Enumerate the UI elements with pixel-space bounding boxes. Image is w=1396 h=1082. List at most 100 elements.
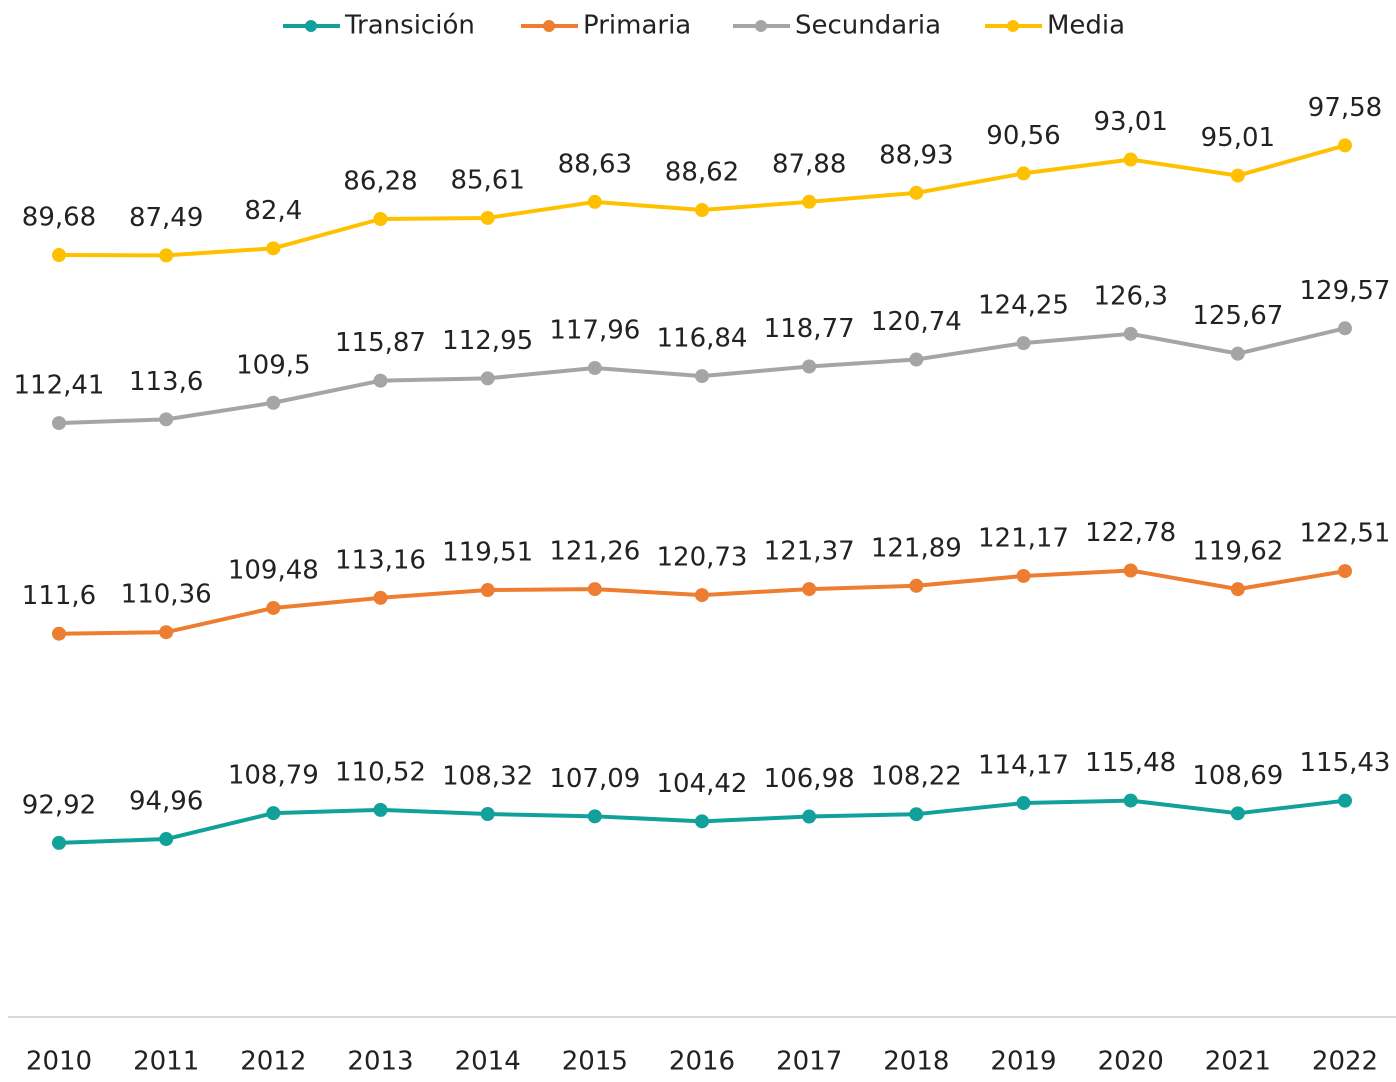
x-tick-label: 2021 (1205, 1047, 1271, 1077)
x-tick-label: 2015 (562, 1047, 628, 1077)
x-tick-label: 2014 (455, 1047, 521, 1077)
data-label: 88,62 (665, 158, 739, 188)
x-tick-label: 2018 (883, 1047, 949, 1077)
data-point (480, 583, 495, 598)
data-label: 115,43 (1300, 748, 1391, 778)
data-point (1016, 166, 1031, 181)
data-label: 121,26 (549, 537, 640, 567)
data-label: 86,28 (343, 166, 417, 196)
data-label: 121,37 (764, 537, 855, 567)
data-point (802, 809, 817, 824)
x-tick-label: 2020 (1098, 1047, 1164, 1077)
data-label: 87,49 (129, 203, 203, 233)
data-point (695, 369, 709, 384)
legend-label: Primaria (583, 11, 691, 41)
data-label: 119,62 (1192, 537, 1283, 567)
data-point (695, 814, 709, 829)
data-label: 87,88 (772, 149, 846, 179)
x-tick-label: 2013 (347, 1047, 413, 1077)
data-point (1016, 336, 1031, 351)
data-point (1123, 793, 1138, 808)
data-label: 108,32 (442, 762, 533, 792)
data-label: 129,57 (1300, 276, 1391, 306)
data-label: 85,61 (450, 165, 524, 195)
legend-marker (755, 20, 767, 32)
data-point (587, 194, 602, 209)
data-point (52, 626, 66, 641)
data-label: 110,52 (335, 757, 426, 787)
data-point (159, 248, 174, 263)
data-label: 121,17 (978, 523, 1069, 553)
data-label: 95,01 (1201, 123, 1275, 153)
data-point (1230, 346, 1245, 361)
data-point (1123, 152, 1138, 167)
data-label: 126,3 (1093, 281, 1167, 311)
data-point (1230, 168, 1245, 183)
data-point (909, 185, 924, 200)
data-label: 104,42 (657, 769, 748, 799)
data-label: 92,92 (22, 790, 96, 820)
data-label: 109,48 (228, 555, 319, 585)
data-label: 120,73 (657, 543, 748, 573)
data-label: 93,01 (1093, 107, 1167, 137)
data-point (587, 809, 602, 824)
data-label: 122,51 (1300, 519, 1391, 549)
x-tick-label: 2022 (1312, 1047, 1378, 1077)
legend-label: Transición (344, 11, 475, 41)
data-point (695, 203, 709, 218)
data-point (1230, 806, 1245, 821)
data-point (1338, 321, 1352, 336)
legend-marker (305, 20, 317, 32)
x-tick-label: 2010 (26, 1047, 92, 1077)
data-point (1230, 582, 1245, 597)
x-tick-label: 2011 (133, 1047, 199, 1077)
x-tick-label: 2012 (240, 1047, 306, 1077)
data-point (373, 802, 388, 817)
data-label: 118,77 (764, 314, 855, 344)
data-point (373, 373, 388, 388)
data-label: 94,96 (129, 787, 203, 817)
data-label: 109,5 (236, 350, 310, 380)
data-label: 124,25 (978, 291, 1069, 321)
data-point (52, 835, 66, 850)
data-label: 97,58 (1308, 93, 1382, 123)
data-point (587, 582, 602, 597)
data-label: 88,63 (558, 149, 632, 179)
data-label: 108,79 (228, 761, 319, 791)
data-point (1338, 138, 1352, 153)
data-point (480, 371, 495, 386)
data-label: 121,89 (871, 533, 962, 563)
data-label: 125,67 (1192, 301, 1283, 331)
data-point (52, 248, 66, 263)
data-point (909, 578, 924, 593)
data-point (480, 210, 495, 225)
data-label: 120,74 (871, 307, 962, 337)
data-label: 107,09 (549, 764, 640, 794)
data-point (52, 416, 66, 431)
data-label: 116,84 (657, 324, 748, 354)
data-point (909, 352, 924, 367)
data-label: 111,6 (22, 581, 96, 611)
data-label: 112,95 (442, 326, 533, 356)
data-label: 115,48 (1085, 748, 1176, 778)
data-point (802, 582, 817, 597)
data-label: 90,56 (986, 121, 1060, 151)
data-label: 114,17 (978, 751, 1069, 781)
data-point (159, 625, 174, 640)
data-point (159, 832, 174, 847)
data-point (373, 211, 388, 226)
data-label: 113,16 (335, 545, 426, 575)
data-label: 106,98 (764, 764, 855, 794)
x-tick-label: 2017 (776, 1047, 842, 1077)
data-point (587, 361, 602, 376)
data-label: 89,68 (22, 203, 96, 233)
data-point (909, 807, 924, 822)
data-label: 117,96 (549, 316, 640, 346)
x-tick-label: 2016 (669, 1047, 735, 1077)
data-point (266, 806, 281, 821)
data-point (802, 359, 817, 374)
data-label: 115,87 (335, 328, 426, 358)
data-point (266, 600, 281, 615)
data-label: 108,69 (1192, 761, 1283, 791)
data-label: 110,36 (121, 580, 212, 610)
